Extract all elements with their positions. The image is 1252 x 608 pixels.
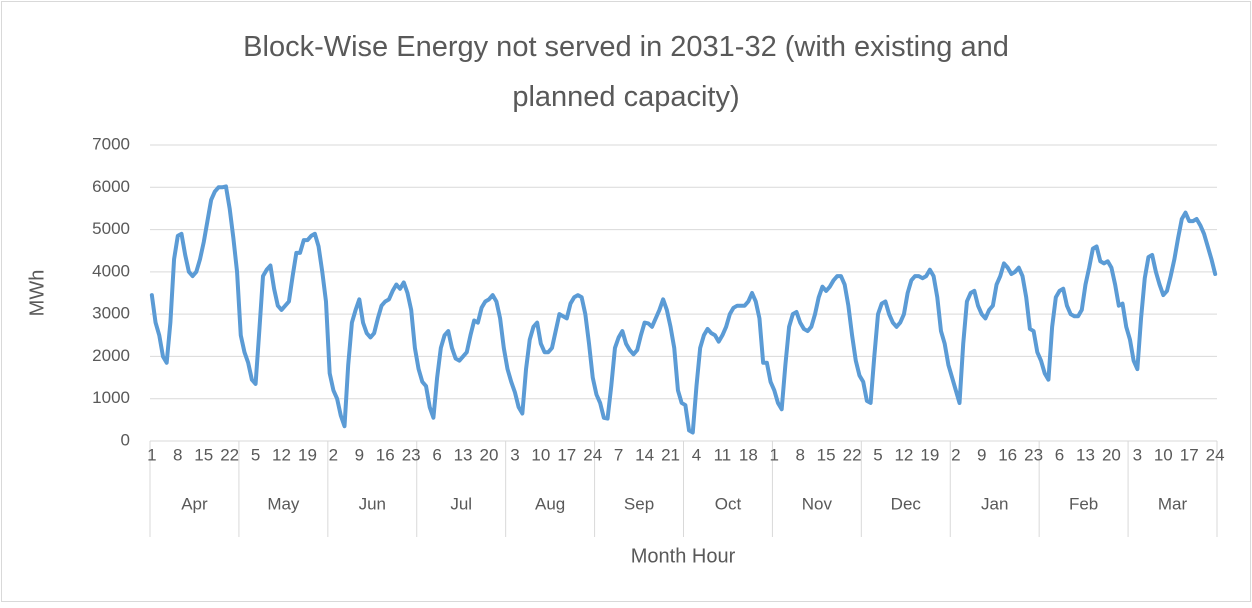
month-label: Mar — [1158, 494, 1188, 513]
month-label: Feb — [1069, 494, 1098, 513]
y-tick-label: 3000 — [92, 304, 130, 323]
x-tick-label: 6 — [432, 445, 441, 464]
y-tick-label: 2000 — [92, 346, 130, 365]
x-tick-label: 5 — [873, 445, 882, 464]
x-tick-label: 4 — [692, 445, 701, 464]
x-tick-label: 12 — [272, 445, 291, 464]
x-tick-label: 1 — [770, 445, 779, 464]
x-tick-label: 5 — [251, 445, 260, 464]
x-tick-label: 16 — [376, 445, 395, 464]
x-tick-label: 23 — [1024, 445, 1043, 464]
x-tick-label: 12 — [894, 445, 913, 464]
y-tick-label: 0 — [121, 430, 130, 449]
x-tick-label: 2 — [329, 445, 338, 464]
x-tick-label: 13 — [454, 445, 473, 464]
x-tick-label: 24 — [583, 445, 602, 464]
y-tick-label: 7000 — [92, 134, 130, 153]
y-tick-label: 6000 — [92, 177, 130, 196]
x-tick-label: 17 — [557, 445, 576, 464]
x-axis-title: Month Hour — [631, 545, 736, 567]
x-tick-label: 3 — [1133, 445, 1142, 464]
month-label: Sep — [624, 494, 654, 513]
month-label: Aug — [535, 494, 565, 513]
x-tick-label: 10 — [531, 445, 550, 464]
x-tick-label: 7 — [614, 445, 623, 464]
x-tick-label: 18 — [739, 445, 758, 464]
month-label: Jun — [359, 494, 386, 513]
x-tick-label: 3 — [510, 445, 519, 464]
x-tick-label: 6 — [1055, 445, 1064, 464]
x-tick-label: 8 — [795, 445, 804, 464]
month-label: Dec — [891, 494, 922, 513]
x-tick-label: 10 — [1154, 445, 1173, 464]
month-label: Apr — [181, 494, 208, 513]
y-axis-title: MWh — [26, 270, 48, 317]
x-tick-label: 9 — [355, 445, 364, 464]
y-tick-label: 4000 — [92, 261, 130, 280]
month-label: Nov — [802, 494, 833, 513]
x-tick-label: 24 — [1206, 445, 1225, 464]
x-tick-label: 1 — [147, 445, 156, 464]
x-tick-label: 15 — [817, 445, 836, 464]
x-tick-label: 21 — [661, 445, 680, 464]
x-tick-label: 14 — [635, 445, 654, 464]
data-line — [149, 184, 1218, 435]
x-tick-label: 11 — [714, 445, 732, 464]
chart-title: Block-Wise Energy not served in 2031-32 … — [243, 31, 1009, 113]
x-tick-label: 19 — [298, 445, 317, 464]
x-tick-label: 13 — [1076, 445, 1095, 464]
y-tick-label: 5000 — [92, 219, 130, 238]
x-tick-label: 22 — [220, 445, 239, 464]
x-tick-label: 19 — [920, 445, 939, 464]
month-label: May — [267, 494, 300, 513]
month-label: Jan — [981, 494, 1008, 513]
x-tick-label: 9 — [977, 445, 986, 464]
x-tick-label: 20 — [480, 445, 499, 464]
x-tick-label: 22 — [843, 445, 862, 464]
month-label: Jul — [450, 494, 472, 513]
x-tick-label: 16 — [998, 445, 1017, 464]
month-label: Oct — [715, 494, 742, 513]
x-tick-label: 8 — [173, 445, 182, 464]
x-tick-label: 23 — [402, 445, 421, 464]
x-tick-label: 2 — [951, 445, 960, 464]
y-tick-label: 1000 — [92, 388, 130, 407]
x-tick-label: 15 — [194, 445, 213, 464]
x-tick-label: 20 — [1102, 445, 1121, 464]
x-tick-label: 17 — [1180, 445, 1199, 464]
